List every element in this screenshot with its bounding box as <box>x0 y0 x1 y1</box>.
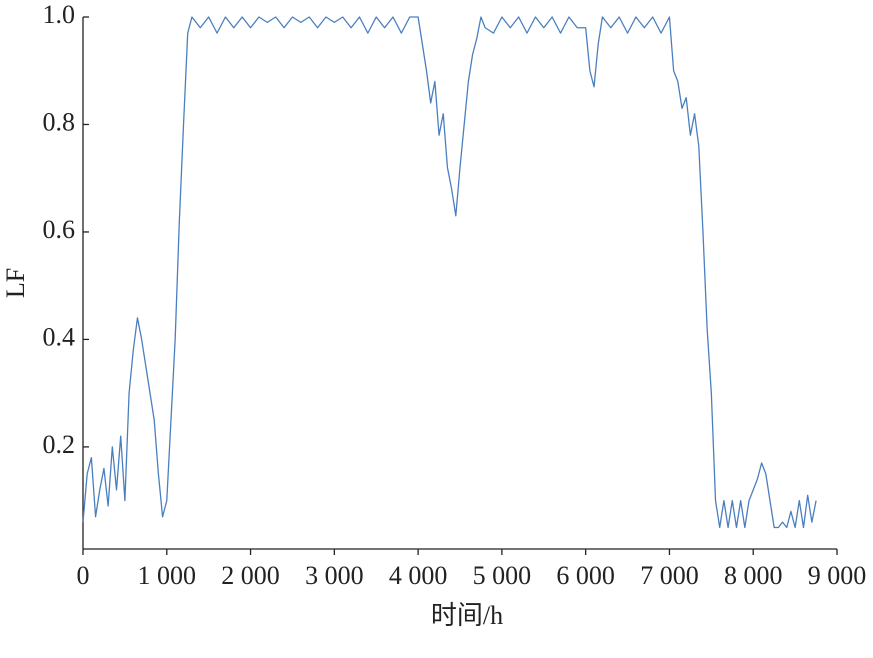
x-axis-label: 时间/h <box>431 601 503 630</box>
x-tick-label: 4 000 <box>389 561 448 590</box>
x-tick-label: 3 000 <box>305 561 364 590</box>
x-tick-label: 8 000 <box>724 561 783 590</box>
y-axis-label: LF <box>1 268 30 298</box>
data-line <box>82 16 817 529</box>
x-tick-label: 6 000 <box>556 561 615 590</box>
x-tick-label: 7 000 <box>640 561 699 590</box>
y-tick-label: 0.8 <box>43 107 76 136</box>
x-tick-label: 5 000 <box>473 561 532 590</box>
x-tick-label: 2 000 <box>221 561 280 590</box>
y-tick-label: 1.0 <box>43 0 76 29</box>
x-tick-label: 9 000 <box>808 561 867 590</box>
y-tick-label: 0.4 <box>43 322 76 351</box>
x-tick-label: 1 000 <box>138 561 197 590</box>
x-tick-label: 0 <box>77 561 90 590</box>
y-tick-label: 0.2 <box>43 430 76 459</box>
y-tick-label: 0.6 <box>43 215 76 244</box>
